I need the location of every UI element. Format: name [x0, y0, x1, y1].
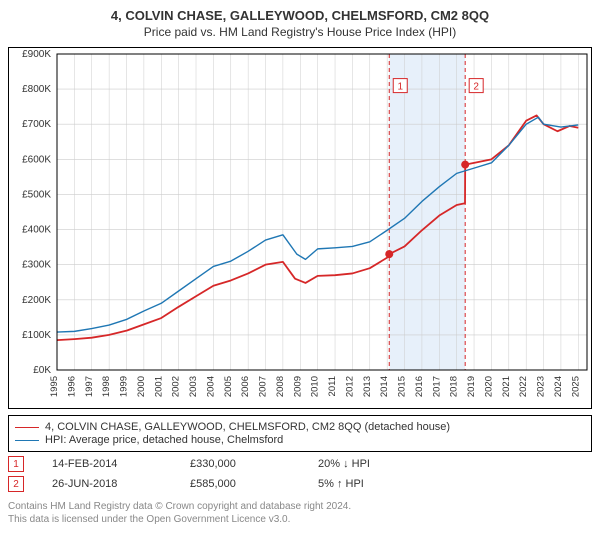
svg-text:1997: 1997: [84, 376, 95, 397]
transaction-delta: 5% ↑ HPI: [318, 478, 364, 490]
svg-text:£900K: £900K: [22, 49, 51, 60]
svg-text:2018: 2018: [449, 376, 460, 397]
transaction-date: 14-FEB-2014: [52, 458, 162, 470]
svg-text:2001: 2001: [153, 376, 164, 397]
svg-text:2024: 2024: [553, 376, 564, 397]
svg-text:1998: 1998: [101, 376, 112, 397]
svg-text:2016: 2016: [414, 376, 425, 397]
transaction-row: 1 14-FEB-2014 £330,000 20% ↓ HPI: [8, 456, 592, 472]
svg-text:£300K: £300K: [22, 260, 51, 271]
legend-swatch-blue: [15, 440, 39, 441]
svg-text:£700K: £700K: [22, 119, 51, 130]
svg-text:2000: 2000: [136, 376, 147, 397]
svg-text:2013: 2013: [362, 376, 373, 397]
svg-text:2017: 2017: [431, 376, 442, 397]
svg-text:£0K: £0K: [33, 365, 51, 376]
svg-text:2007: 2007: [258, 376, 269, 397]
svg-text:2020: 2020: [483, 376, 494, 397]
transaction-price: £585,000: [190, 478, 290, 490]
svg-text:2005: 2005: [223, 376, 234, 397]
chart-svg: £0K £100K £200K £300K £400K £500K £600K £700K £8…: [9, 48, 591, 408]
footnote-line2: This data is licensed under the Open Gov…: [8, 513, 592, 526]
footnote: Contains HM Land Registry data © Crown c…: [8, 500, 592, 526]
svg-text:2021: 2021: [501, 376, 512, 397]
transaction-row: 2 26-JUN-2018 £585,000 5% ↑ HPI: [8, 476, 592, 492]
svg-text:2023: 2023: [536, 376, 547, 397]
svg-text:2006: 2006: [240, 376, 251, 397]
legend-swatch-red: [15, 427, 39, 428]
transaction-price: £330,000: [190, 458, 290, 470]
svg-text:2003: 2003: [188, 376, 199, 397]
footnote-line1: Contains HM Land Registry data © Crown c…: [8, 500, 592, 513]
svg-text:£600K: £600K: [22, 154, 51, 165]
svg-text:2004: 2004: [205, 376, 216, 397]
transaction-marker: 1: [8, 456, 24, 472]
legend-label-red: 4, COLVIN CHASE, GALLEYWOOD, CHELMSFORD,…: [45, 421, 450, 433]
price-chart: £0K £100K £200K £300K £400K £500K £600K £700K £8…: [8, 47, 592, 409]
svg-text:2022: 2022: [518, 376, 529, 397]
svg-text:2015: 2015: [397, 376, 408, 397]
svg-text:2014: 2014: [379, 376, 390, 397]
legend-row-blue: HPI: Average price, detached house, Chel…: [15, 434, 585, 446]
svg-text:2019: 2019: [466, 376, 477, 397]
chart-title-line1: 4, COLVIN CHASE, GALLEYWOOD, CHELMSFORD,…: [8, 8, 592, 23]
legend-row-red: 4, COLVIN CHASE, GALLEYWOOD, CHELMSFORD,…: [15, 421, 585, 433]
legend-label-blue: HPI: Average price, detached house, Chel…: [45, 434, 283, 446]
svg-text:2002: 2002: [171, 376, 182, 397]
transactions-table: 1 14-FEB-2014 £330,000 20% ↓ HPI 2 26-JUN-201…: [8, 456, 592, 492]
svg-text:1996: 1996: [66, 376, 77, 397]
svg-text:1: 1: [397, 82, 403, 93]
svg-text:2025: 2025: [570, 376, 581, 397]
svg-text:2011: 2011: [327, 376, 338, 396]
svg-text:1995: 1995: [49, 376, 60, 397]
svg-text:2012: 2012: [344, 376, 355, 397]
svg-text:£800K: £800K: [22, 84, 51, 95]
svg-text:1999: 1999: [119, 376, 130, 397]
svg-text:2009: 2009: [292, 376, 303, 397]
svg-text:2008: 2008: [275, 376, 286, 397]
svg-text:2010: 2010: [310, 376, 321, 397]
transaction-marker: 2: [8, 476, 24, 492]
svg-text:£200K: £200K: [22, 295, 51, 306]
svg-text:£400K: £400K: [22, 225, 51, 236]
chart-title-line2: Price paid vs. HM Land Registry's House …: [8, 25, 592, 39]
transaction-date: 26-JUN-2018: [52, 478, 162, 490]
legend-box: 4, COLVIN CHASE, GALLEYWOOD, CHELMSFORD,…: [8, 415, 592, 452]
svg-text:2: 2: [473, 82, 479, 93]
svg-text:£500K: £500K: [22, 189, 51, 200]
svg-text:£100K: £100K: [22, 330, 51, 341]
transaction-delta: 20% ↓ HPI: [318, 458, 370, 470]
